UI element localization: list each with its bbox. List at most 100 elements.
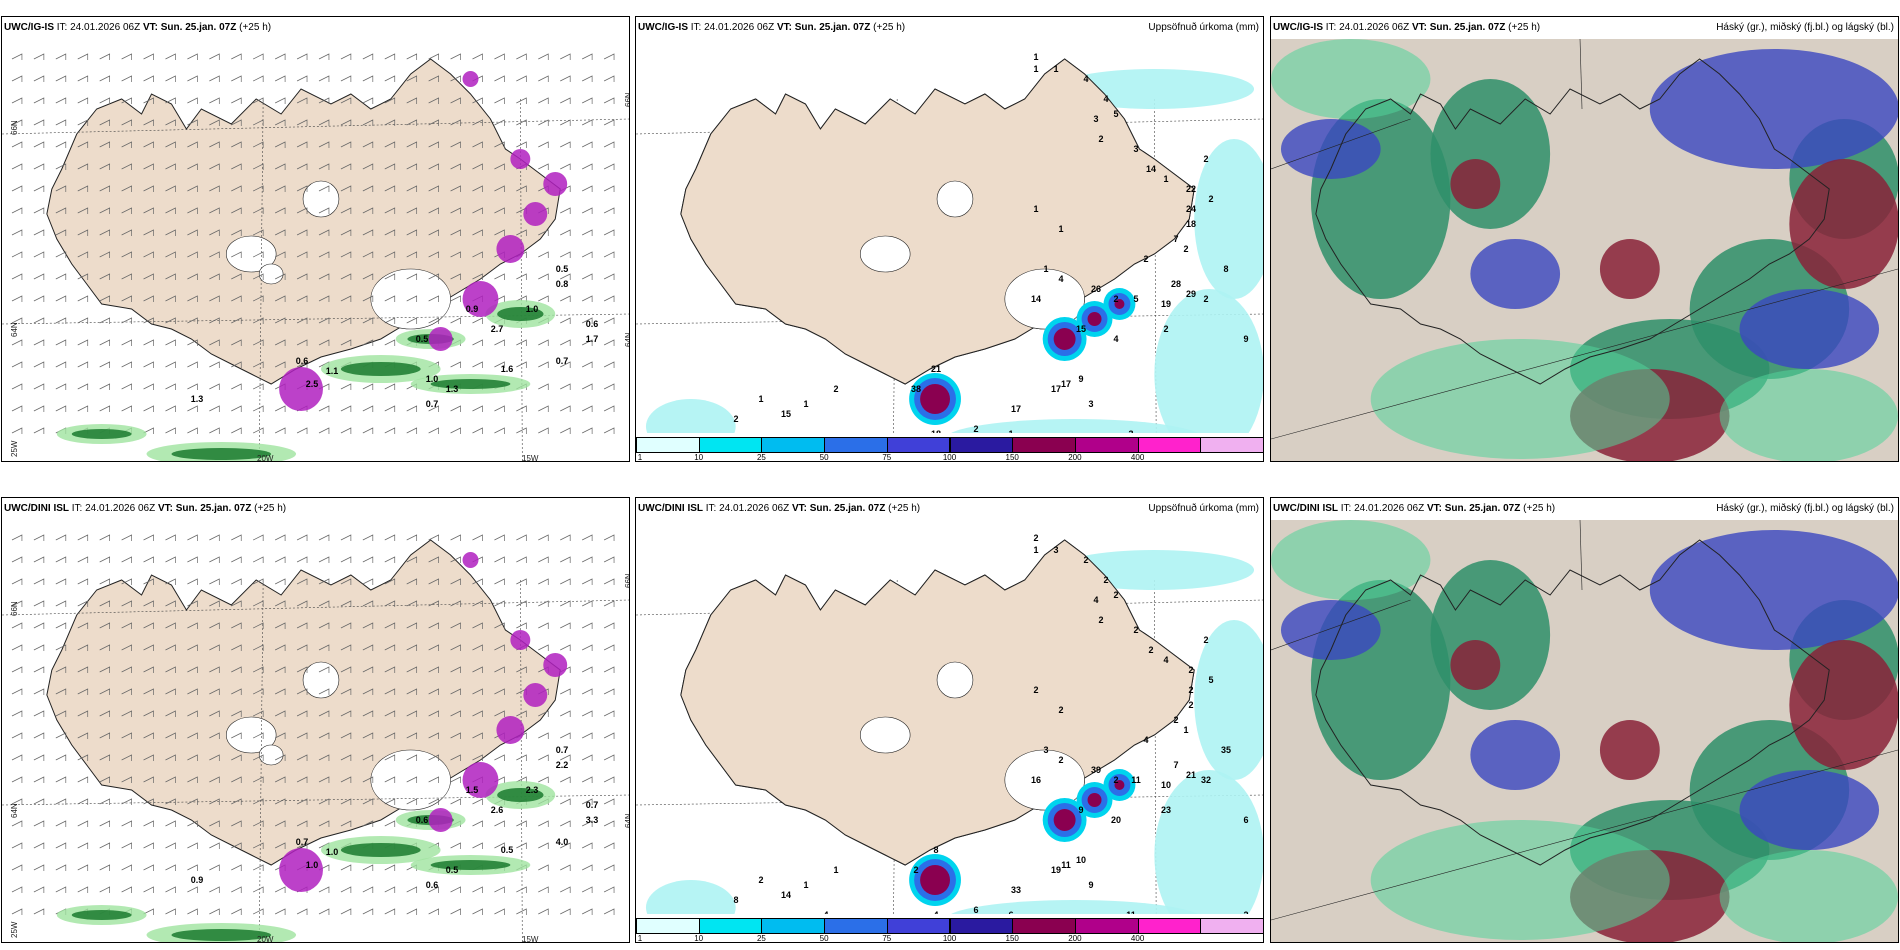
value-label: 0.9	[465, 304, 479, 314]
wind-barb	[187, 710, 198, 717]
value-label: 11	[1131, 775, 1141, 785]
lead-time: (+25 h)	[1508, 22, 1541, 33]
wind-barb	[11, 776, 23, 783]
wind-barb	[603, 534, 615, 541]
wind-barb	[560, 644, 571, 651]
wind-barb	[516, 842, 527, 849]
panel-title: UWC/IG-IS IT: 24.01.2026 06Z VT: Sun. 25…	[1273, 17, 1540, 39]
wind-barb	[384, 405, 396, 412]
wind-barb	[143, 578, 154, 585]
wind-barb	[253, 754, 264, 761]
wind-barb	[187, 666, 198, 673]
wind-barb	[428, 251, 439, 258]
wind-barb	[296, 534, 308, 541]
wind-barb	[428, 119, 439, 126]
wind-barb	[33, 97, 45, 104]
wind-barb	[121, 754, 132, 761]
wind-barb	[253, 317, 264, 324]
wind-barb	[231, 666, 242, 673]
wind-barb	[538, 886, 549, 893]
wind-barb	[406, 908, 418, 915]
colorbar-tick: 100	[942, 453, 957, 462]
wind-barb	[450, 534, 461, 541]
colorbar-tick: 150	[1005, 934, 1019, 943]
graticule-line	[258, 98, 264, 461]
wind-barb	[450, 908, 461, 915]
map-svg	[1271, 520, 1898, 942]
wind-barb	[77, 119, 89, 126]
wind-barb	[187, 119, 198, 126]
value-label: 6	[973, 905, 979, 915]
graticule-label: 25W	[10, 440, 19, 457]
wind-barb	[274, 207, 286, 214]
value-label: 2	[1208, 194, 1214, 204]
wind-barb	[560, 141, 571, 148]
wind-barb	[11, 908, 23, 915]
wind-barb	[516, 339, 527, 346]
valid-time-label: VT:	[776, 22, 792, 33]
wind-barb	[11, 644, 23, 651]
coastline	[1315, 539, 1830, 866]
wind-barb	[253, 53, 264, 60]
wind-barb	[406, 229, 418, 236]
wind-barb	[99, 644, 111, 651]
precip-cell-core	[1053, 328, 1076, 350]
snow-cell	[462, 281, 499, 317]
graticule-label: 64N	[624, 332, 630, 347]
value-label: 2	[1113, 590, 1119, 600]
wind-barb	[296, 732, 308, 739]
glacier	[859, 235, 911, 273]
wind-barb	[384, 908, 396, 915]
wind-barb	[516, 427, 527, 434]
value-label: 2	[1083, 555, 1089, 565]
wind-barb	[538, 842, 549, 849]
wind-barb	[340, 185, 352, 192]
precip-area	[1154, 289, 1263, 459]
wind-barb	[274, 405, 286, 412]
wind-barb	[538, 427, 549, 434]
value-label: 0.7	[555, 745, 569, 755]
snow-cell	[428, 327, 453, 351]
map-panel-p5: UWC/DINI ISL IT: 24.01.2026 06Z VT: Sun.…	[635, 497, 1264, 943]
wind-barb	[55, 207, 67, 214]
wind-barb	[55, 754, 67, 761]
wind-barb	[494, 556, 505, 563]
wind-barb	[340, 864, 352, 871]
wind-barb	[450, 361, 461, 368]
wind-barb	[603, 754, 615, 761]
wind-barb	[581, 361, 593, 368]
wind-barb	[143, 405, 154, 412]
colorbar-tick: 1	[637, 453, 643, 462]
graticule-label: 64N	[624, 813, 630, 828]
wind-barb	[165, 556, 176, 563]
wind-barb	[472, 666, 483, 673]
colorbar-segment	[824, 437, 888, 453]
wind-barb	[187, 383, 198, 390]
wind-barb	[33, 622, 45, 629]
wind-barb	[406, 688, 418, 695]
wind-barb	[494, 185, 505, 192]
wind-barb	[560, 75, 571, 82]
value-label: 8	[733, 895, 739, 905]
wind-barb	[450, 886, 461, 893]
wind-barb	[143, 251, 154, 258]
wind-barb	[33, 229, 45, 236]
wind-barb	[99, 710, 111, 717]
value-label: 1.0	[525, 304, 539, 314]
wind-barb	[406, 317, 418, 324]
valid-time: Sun. 25.jan. 07Z	[175, 503, 252, 514]
wind-barb	[318, 427, 330, 434]
wind-barb	[472, 798, 483, 805]
wind-barb	[603, 251, 615, 258]
wind-barb	[428, 53, 439, 60]
snow-cell	[496, 235, 525, 263]
wind-barb	[77, 251, 89, 258]
wind-barb	[450, 556, 461, 563]
wind-barb	[209, 427, 220, 434]
wind-barb	[55, 295, 67, 302]
wind-barb	[384, 427, 396, 434]
wind-barb	[143, 556, 154, 563]
wind-barb	[99, 295, 111, 302]
wind-barb	[33, 864, 45, 871]
precip-cell-core	[1087, 312, 1102, 326]
